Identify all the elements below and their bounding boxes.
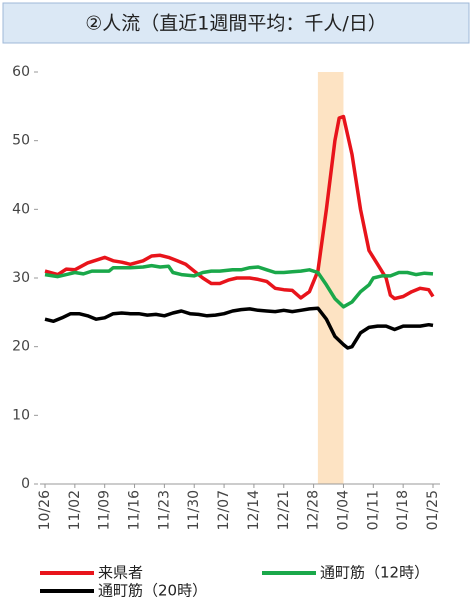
x-tick-label: 12/21 <box>276 490 292 530</box>
legend-label: 来県者 <box>98 564 143 582</box>
x-tick-label: 11/02 <box>67 490 83 530</box>
x-tick-label: 10/26 <box>37 490 53 530</box>
y-tick-label: 60 <box>12 64 30 80</box>
x-tick-label: 12/07 <box>216 490 232 530</box>
x-tick-label: 11/23 <box>156 490 172 530</box>
series-line <box>44 114 435 301</box>
x-tick-label: 11/16 <box>127 490 143 530</box>
y-tick-label: 0 <box>21 476 30 492</box>
title-band <box>2 2 470 44</box>
x-tick-label: 01/11 <box>365 490 381 530</box>
y-tick-label: 10 <box>12 407 30 423</box>
y-tick-label: 30 <box>12 270 30 286</box>
legend-label: 通町筋（20時） <box>98 582 207 600</box>
x-tick-label: 11/30 <box>186 490 202 530</box>
y-tick-label: 40 <box>12 201 30 217</box>
x-tick-label: 01/04 <box>335 490 351 530</box>
x-tick-label: 12/28 <box>306 490 322 530</box>
x-tick-label: 01/25 <box>425 490 441 530</box>
chart-title: ②人流（直近1週間平均：千人/日） <box>85 13 387 35</box>
y-tick-label: 20 <box>12 339 30 355</box>
legend-label: 通町筋（12時） <box>320 564 429 582</box>
x-tick-label: 01/18 <box>395 490 411 530</box>
x-tick-label: 11/09 <box>97 490 113 530</box>
x-tick-label: 12/14 <box>246 490 262 530</box>
series-line <box>44 263 434 309</box>
series-line <box>44 306 434 350</box>
y-tick-label: 50 <box>12 133 30 149</box>
